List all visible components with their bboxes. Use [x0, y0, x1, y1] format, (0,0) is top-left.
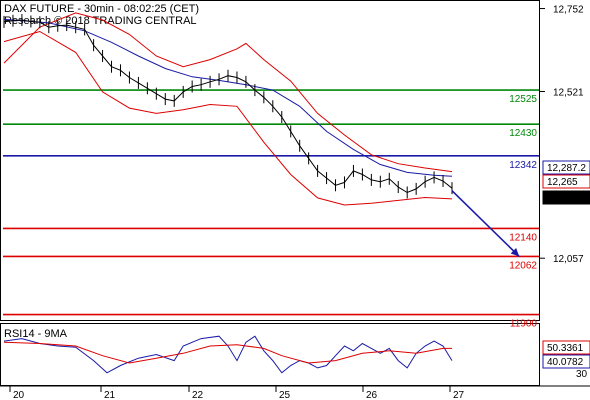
- value-tag-box: [542, 160, 590, 175]
- y-tick-label: 12,057: [553, 254, 584, 265]
- rsi-value-tag-label: 40.0782: [547, 357, 584, 368]
- x-tick-label: 21: [104, 390, 116, 400]
- level-label-12430: 12430: [509, 128, 537, 139]
- value-tag-label: 12,287.2: [547, 163, 586, 174]
- value-tag-label: 12,240.5: [547, 193, 586, 204]
- time-axis: 20 21 22 25 26 27: [9, 386, 465, 400]
- x-tick-label: 27: [453, 390, 465, 400]
- level-label-12342: 12342: [509, 160, 537, 171]
- rsi-value-tag-box: [542, 354, 590, 369]
- price-panel-frame: [0, 0, 540, 321]
- x-tick-label: 25: [279, 390, 291, 400]
- rsi-value-tag-box: [542, 340, 590, 355]
- x-tick-label: 20: [13, 390, 25, 400]
- price-axis: 12,752 12,521 12,057: [540, 5, 584, 265]
- rsi-y-tick-label: 30: [576, 369, 588, 380]
- x-tick-label: 26: [366, 390, 378, 400]
- level-label-12062: 12062: [509, 260, 537, 271]
- forecast-arrow-head: [510, 247, 520, 257]
- chart-title: DAX FUTURE - 30min - 08:02:25 (CET): [4, 3, 199, 15]
- rsi-panel-title: RSI14 - 9MA: [4, 328, 68, 340]
- rsi-panel-frame: [0, 323, 540, 386]
- level-label-12525: 12525: [509, 94, 537, 105]
- bollinger-upper-line: [3, 12, 453, 173]
- y-tick-label: 12,521: [553, 88, 584, 99]
- rsi-ma-line: [3, 341, 452, 364]
- value-tag-box: [542, 174, 590, 189]
- bollinger-lower-line: [3, 30, 453, 206]
- forecast-arrow-shaft: [451, 190, 520, 257]
- level-label-12140: 12140: [509, 232, 537, 243]
- rsi-series: 30 50.3361 40.0782: [3, 335, 590, 380]
- rsi-value-tag-label: 50.3361: [547, 343, 584, 354]
- x-tick-label: 22: [192, 390, 204, 400]
- value-tag-label: 12,265: [547, 177, 578, 188]
- rsi-line: [3, 335, 453, 374]
- level-lines: 12525 12430 12342 12140 12062 11900: [3, 89, 539, 330]
- y-tick-label: 12,752: [553, 5, 584, 16]
- price-series: [3, 14, 453, 199]
- chart-copyright: Research © 2018 TRADING CENTRAL: [4, 15, 197, 27]
- forecast-arrow: [451, 190, 520, 257]
- value-tags: 12,287.2 12,265 12,240.5: [542, 160, 590, 205]
- level-label-11900: 11900: [510, 319, 538, 330]
- value-tag-box: [542, 190, 590, 205]
